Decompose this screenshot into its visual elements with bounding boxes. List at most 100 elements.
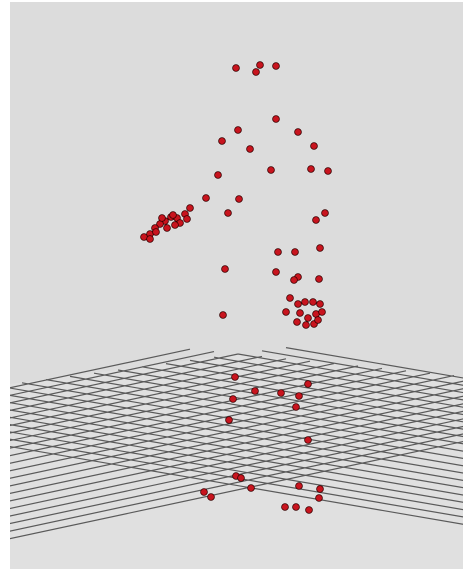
marker-point: [251, 387, 259, 395]
marker-point: [272, 62, 280, 70]
grid-line: [21, 382, 463, 460]
marker-point: [272, 115, 280, 123]
grid-line: [10, 355, 263, 412]
grid-line: [189, 359, 463, 408]
marker-point: [277, 389, 285, 397]
marker-point: [293, 318, 301, 326]
marker-point: [304, 436, 312, 444]
marker-point: [305, 506, 313, 514]
marker-point: [318, 308, 326, 316]
marker-point: [316, 244, 324, 252]
marker-point: [309, 298, 317, 306]
grid-line: [213, 356, 463, 401]
grid-line: [93, 372, 463, 438]
marker-point: [158, 214, 166, 222]
grid-line: [10, 387, 463, 467]
marker-point: [295, 482, 303, 490]
marker-point: [234, 126, 242, 134]
marker-point: [231, 373, 239, 381]
marker-point: [235, 195, 243, 203]
grid-line: [10, 418, 463, 517]
marker-point: [302, 321, 310, 329]
marker-point: [183, 215, 191, 223]
marker-point: [301, 298, 309, 306]
marker-point: [324, 167, 332, 175]
grid-line: [10, 353, 239, 404]
marker-point: [163, 224, 171, 232]
marker-point: [282, 308, 290, 316]
marker-point: [229, 395, 237, 403]
grid-line: [10, 402, 463, 481]
grid-line: [10, 375, 455, 472]
marker-cloud: [140, 61, 332, 514]
marker-point: [314, 316, 322, 324]
grid-line: [10, 416, 463, 496]
marker-point: [294, 300, 302, 308]
grid-line: [285, 347, 463, 379]
marker-point: [281, 503, 289, 511]
marker-point: [292, 503, 300, 511]
grid-line: [10, 380, 463, 479]
marker-point: [237, 474, 245, 482]
marker-point: [307, 165, 315, 173]
grid-line: [10, 388, 463, 487]
marker-point: [232, 64, 240, 72]
grid-line: [10, 409, 463, 489]
marker-point: [296, 309, 304, 317]
marker-point: [274, 248, 282, 256]
marker-point: [225, 416, 233, 424]
grid-line: [10, 395, 463, 494]
grid-line: [10, 348, 191, 389]
grid-line: [10, 445, 463, 525]
marker-point: [207, 493, 215, 501]
scene-canvas[interactable]: [10, 2, 463, 569]
marker-point: [291, 248, 299, 256]
marker-point: [221, 265, 229, 273]
marker-point: [290, 276, 298, 284]
marker-point: [214, 171, 222, 179]
ground-grid: [10, 347, 463, 540]
grid-line: [117, 369, 463, 430]
marker-point: [304, 380, 312, 388]
grid-line: [10, 360, 311, 427]
grid-line: [10, 351, 215, 396]
marker-point: [312, 216, 320, 224]
marker-point: [252, 68, 260, 76]
marker-point: [169, 211, 177, 219]
marker-point: [186, 204, 194, 212]
marker-point: [292, 403, 300, 411]
marker-point: [146, 235, 154, 243]
grid-line: [10, 372, 431, 464]
marker-point: [267, 166, 275, 174]
marker-point: [316, 300, 324, 308]
marker-point: [315, 494, 323, 502]
marker-point: [218, 137, 226, 145]
marker-point: [316, 485, 324, 493]
marker-point: [315, 275, 323, 283]
grid-line: [10, 433, 463, 532]
grid-line: [10, 358, 287, 419]
marker-point: [202, 194, 210, 202]
marker-point: [295, 392, 303, 400]
grid-line: [45, 379, 463, 452]
marker-point: [152, 228, 160, 236]
3d-viewport[interactable]: [10, 2, 463, 569]
grid-line: [261, 350, 463, 386]
grid-line: [10, 440, 463, 540]
grid-line: [10, 425, 463, 525]
grid-line: [165, 363, 463, 416]
marker-point: [200, 488, 208, 496]
marker-point: [321, 209, 329, 217]
marker-point: [304, 314, 312, 322]
grid-line: [10, 370, 407, 457]
grid-line: [10, 431, 463, 511]
marker-point: [171, 221, 179, 229]
marker-point: [246, 145, 254, 153]
marker-point: [256, 61, 264, 69]
marker-point: [219, 311, 227, 319]
marker-point: [310, 142, 318, 150]
grid-line: [10, 410, 463, 510]
grid-line: [10, 367, 383, 449]
marker-point: [224, 209, 232, 217]
grid-line: [10, 363, 335, 434]
